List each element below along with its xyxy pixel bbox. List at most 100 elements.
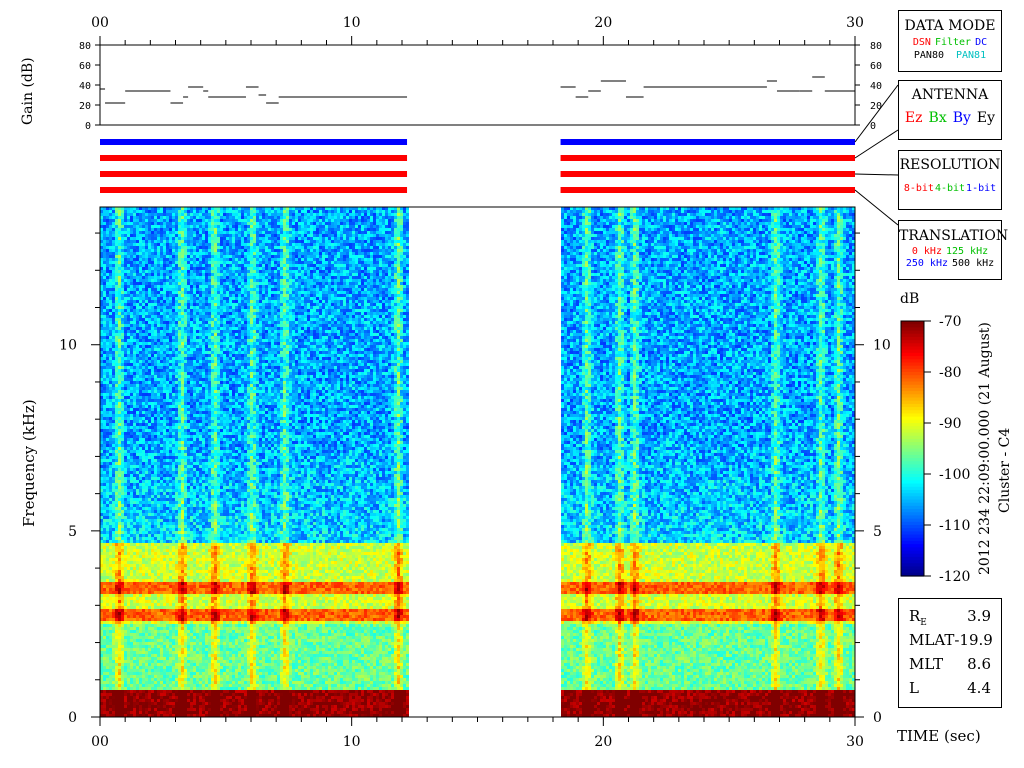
spectrogram-cell — [133, 609, 136, 612]
spectrogram-cell — [175, 564, 178, 567]
spectrogram-cell — [118, 543, 121, 546]
spectrogram-cell — [115, 285, 118, 288]
spectrogram-cell — [112, 378, 115, 381]
spectrogram-cell — [160, 399, 163, 402]
spectrogram-cell — [181, 465, 184, 468]
spectrogram-cell — [172, 447, 175, 450]
spectrogram-cell — [181, 423, 184, 426]
spectrogram-cell — [172, 414, 175, 417]
spectrogram-cell — [169, 477, 172, 480]
spectrogram-cell — [178, 558, 181, 561]
spectrogram-cell — [124, 633, 127, 636]
spectrogram-cell — [121, 606, 124, 609]
spectrogram-cell — [121, 288, 124, 291]
spectrogram-cell — [112, 303, 115, 306]
spectrogram-cell — [115, 357, 118, 360]
spectrogram-cell — [175, 618, 178, 621]
spectrogram-cell — [169, 366, 172, 369]
spectrogram-cell — [133, 420, 136, 423]
spectrogram-cell — [148, 474, 151, 477]
spectrogram-cell — [118, 411, 121, 414]
spectrogram-cell — [142, 336, 145, 339]
spectrogram-cell — [160, 690, 163, 693]
spectrogram-cell — [133, 423, 136, 426]
spectrogram-cell — [148, 237, 151, 240]
spectrogram-cell — [175, 249, 178, 252]
spectrogram-cell — [127, 282, 130, 285]
spectrogram-cell — [166, 618, 169, 621]
spectrogram-cell — [145, 411, 148, 414]
spectrogram-cell — [121, 543, 124, 546]
spectrogram-cell — [127, 294, 130, 297]
spectrogram-cell — [148, 462, 151, 465]
spectrogram-cell — [178, 312, 181, 315]
spectrogram-cell — [121, 453, 124, 456]
spectrogram-cell — [148, 492, 151, 495]
spectrogram-cell — [142, 279, 145, 282]
spectrogram-cell — [151, 303, 154, 306]
spectrogram-cell — [163, 348, 166, 351]
spectrogram-cell — [172, 465, 175, 468]
spectrogram-cell — [121, 438, 124, 441]
spectrogram-cell — [118, 342, 121, 345]
spectrogram-cell — [178, 585, 181, 588]
spectrogram-cell — [139, 249, 142, 252]
spectrogram-cell — [118, 690, 121, 693]
spectrogram-cell — [160, 483, 163, 486]
spectrogram-cell — [124, 642, 127, 645]
spectrogram-cell — [145, 540, 148, 543]
spectrogram-cell — [103, 321, 106, 324]
spectrogram-cell — [172, 561, 175, 564]
spectrogram-cell — [136, 522, 139, 525]
spectrogram-cell — [148, 396, 151, 399]
spectrogram-cell — [103, 387, 106, 390]
spectrogram-cell — [145, 636, 148, 639]
spectrogram-cell — [142, 288, 145, 291]
spectrogram-cell — [124, 654, 127, 657]
spectrogram-cell — [154, 702, 157, 705]
spectrogram-cell — [157, 381, 160, 384]
spectrogram-cell — [145, 414, 148, 417]
spectrogram-cell — [115, 564, 118, 567]
spectrogram-cell — [127, 699, 130, 702]
spectrogram-cell — [181, 318, 184, 321]
spectrogram-cell — [148, 534, 151, 537]
spectrogram-cell — [136, 444, 139, 447]
spectrogram-cell — [133, 531, 136, 534]
spectrogram-cell — [154, 234, 157, 237]
spectrogram-cell — [178, 609, 181, 612]
spectrogram-cell — [160, 315, 163, 318]
spectrogram-cell — [178, 654, 181, 657]
spectrogram-cell — [166, 363, 169, 366]
spectrogram-cell — [139, 525, 142, 528]
spectrogram-cell — [142, 663, 145, 666]
spectrogram-cell — [142, 417, 145, 420]
spectrogram-cell — [139, 573, 142, 576]
spectrogram-cell — [175, 672, 178, 675]
spectrogram-cell — [103, 474, 106, 477]
spectrogram-cell — [142, 285, 145, 288]
spectrogram-cell — [166, 597, 169, 600]
spectrogram-cell — [178, 480, 181, 483]
spectrogram-cell — [103, 339, 106, 342]
spectrogram-cell — [175, 345, 178, 348]
spectrogram-cell — [172, 366, 175, 369]
spectrogram-cell — [121, 663, 124, 666]
spectrogram-cell — [136, 321, 139, 324]
spectrogram-cell — [175, 624, 178, 627]
spectrogram-cell — [148, 504, 151, 507]
spectrogram-cell — [139, 690, 142, 693]
spectrogram-cell — [178, 510, 181, 513]
spectrogram-cell — [121, 615, 124, 618]
spectrogram-cell — [160, 642, 163, 645]
spectrogram-cell — [145, 609, 148, 612]
spectrogram-cell — [151, 351, 154, 354]
spectrogram-cell — [157, 384, 160, 387]
spectrogram-cell — [175, 651, 178, 654]
spectrogram-cell — [154, 567, 157, 570]
spectrogram-cell — [133, 459, 136, 462]
spectrogram-cell — [118, 507, 121, 510]
spectrogram-cell — [169, 258, 172, 261]
spectrogram-cell — [172, 585, 175, 588]
spectrogram-cell — [157, 258, 160, 261]
